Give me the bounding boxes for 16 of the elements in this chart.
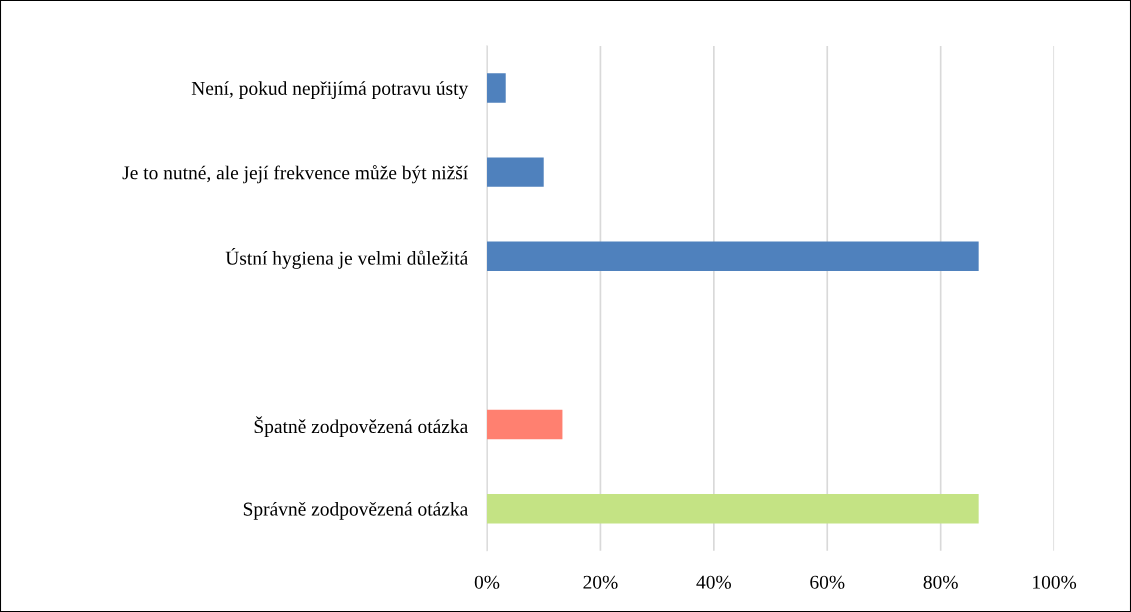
y-tick-label: Ústní hygiena je velmi důležitá xyxy=(225,247,468,269)
bar xyxy=(487,409,563,440)
x-tick-label: 60% xyxy=(810,575,845,589)
x-tick-label: 80% xyxy=(923,575,958,589)
x-tick-label: 100% xyxy=(1033,575,1077,589)
bar xyxy=(487,241,979,271)
y-tick-label: Správně zodpovězená otázka xyxy=(243,501,468,520)
bar xyxy=(487,494,979,524)
y-tick-label: Není, pokud nepřijímá potravu ústy xyxy=(191,81,469,99)
y-tick-label: Je to nutné, ale její frekvence může být nižší xyxy=(122,165,469,184)
x-tick-label: 40% xyxy=(696,575,731,589)
bar xyxy=(487,73,506,103)
y-tick-label: Špatně zodpovězená otázka xyxy=(254,416,468,438)
bar xyxy=(487,157,544,187)
x-tick-label: 0% xyxy=(474,575,500,589)
x-tick-label: 20% xyxy=(583,575,618,589)
